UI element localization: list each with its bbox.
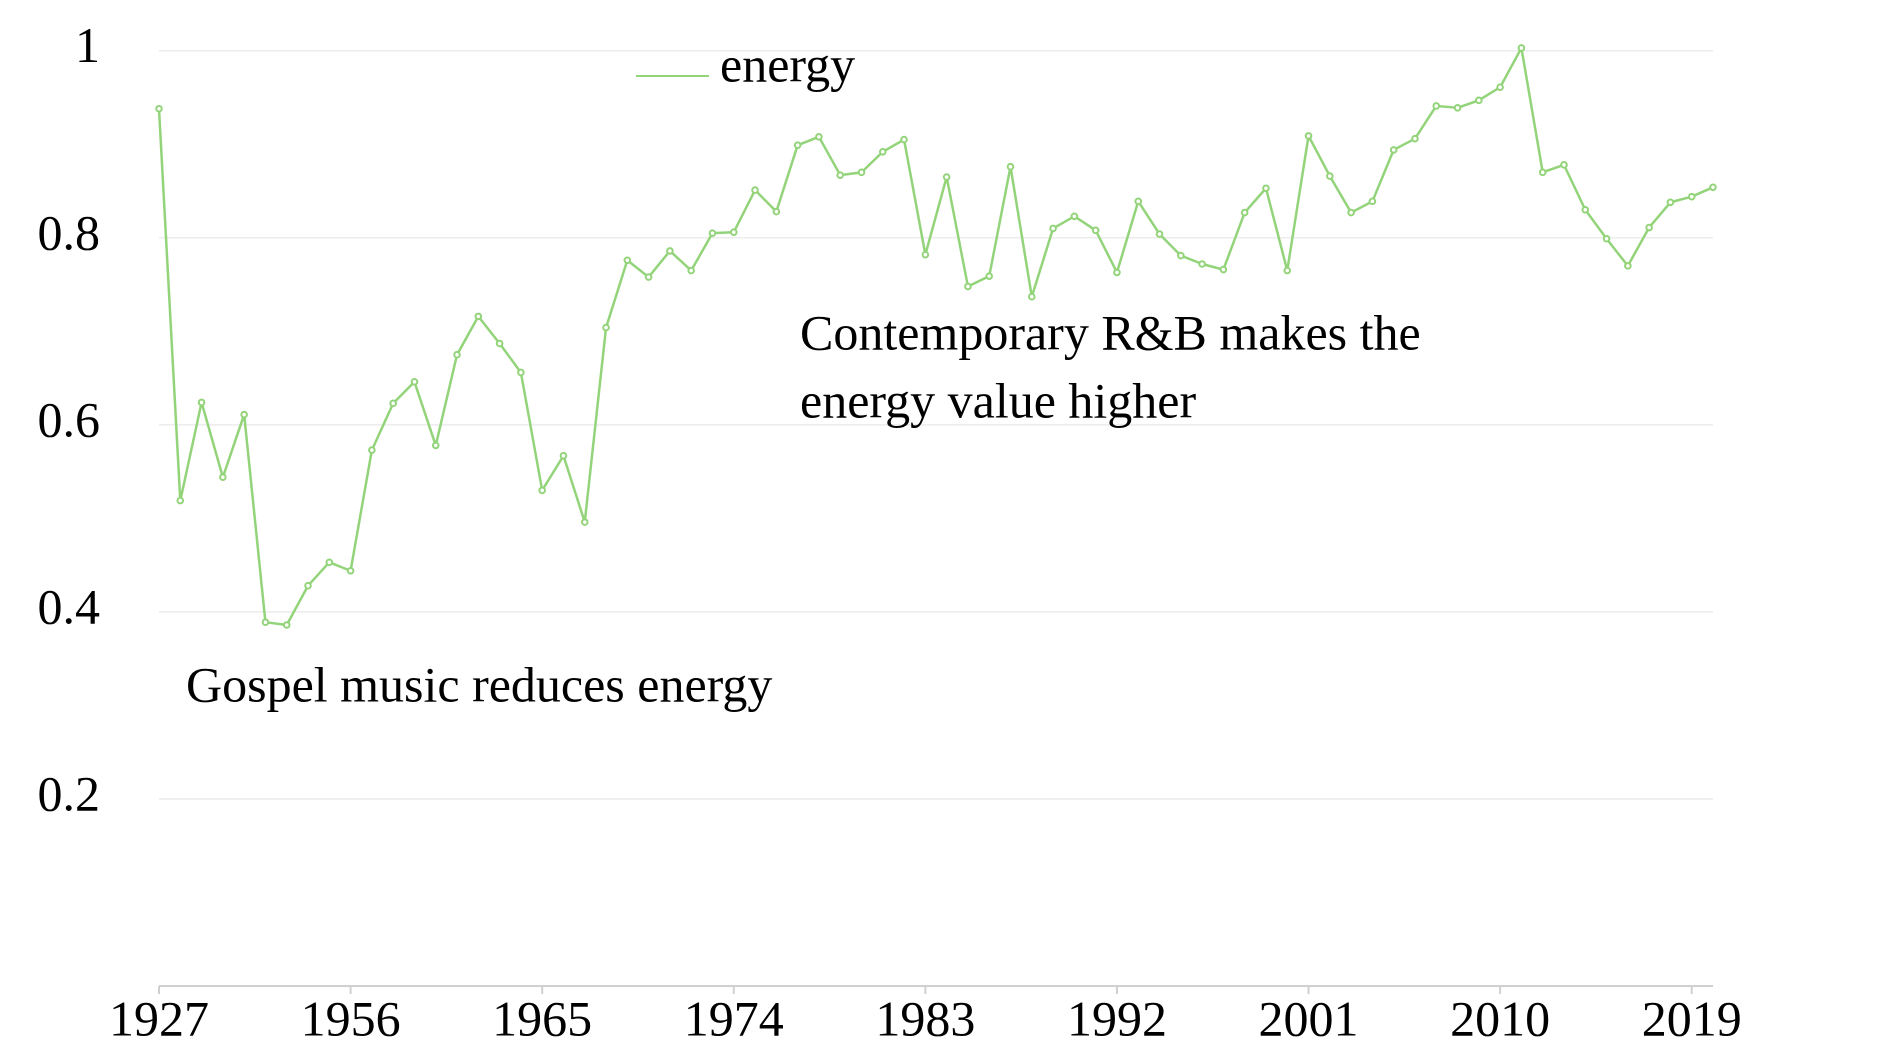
y-tick-label: 0.4: [38, 578, 101, 634]
data-point: [1304, 132, 1313, 140]
data-point: [559, 451, 568, 460]
data-point: [1560, 161, 1568, 169]
data-point: [878, 147, 887, 156]
data-point: [1687, 192, 1696, 201]
data-point: [197, 398, 206, 407]
data-point: [346, 566, 355, 575]
data-point: [495, 339, 504, 348]
data-point: [1475, 96, 1483, 105]
data-point: [708, 229, 717, 237]
data-point: [474, 312, 483, 321]
data-point: [517, 368, 525, 377]
data-point: [240, 410, 248, 419]
data-point: [1070, 212, 1079, 221]
data-point: [1538, 168, 1547, 177]
data-point: [942, 173, 951, 181]
data-point: [1049, 224, 1057, 233]
data-point: [325, 558, 334, 567]
data-point: [155, 104, 163, 113]
y-tick-label: 0.6: [38, 391, 101, 447]
x-tick-label: 1992: [1067, 990, 1167, 1046]
data-point: [836, 171, 845, 179]
data-point: [1262, 184, 1270, 193]
data-point: [282, 621, 291, 629]
y-tick-label: 0.2: [38, 765, 101, 821]
data-point: [602, 323, 610, 332]
data-point: [1240, 208, 1249, 217]
data-point: [1155, 230, 1164, 238]
legend-label: energy: [720, 36, 855, 92]
data-point: [410, 378, 419, 386]
data-point: [1368, 197, 1377, 206]
data-point: [793, 141, 802, 150]
data-point: [261, 618, 270, 626]
data-point: [1432, 102, 1441, 110]
annotation: Gospel music reduces energy: [186, 656, 772, 712]
data-point: [1283, 266, 1292, 275]
data-point: [389, 399, 397, 408]
x-tick-label: 1927: [109, 990, 209, 1046]
data-point: [666, 247, 674, 255]
data-point: [1581, 205, 1590, 214]
data-point: [857, 168, 866, 177]
data-point: [1134, 197, 1143, 206]
data-point: [900, 135, 908, 144]
data-point: [644, 273, 653, 281]
x-tick-label: 1965: [492, 990, 592, 1046]
data-point: [1177, 251, 1185, 260]
annotation: energy value higher: [800, 372, 1196, 428]
x-tick-label: 2010: [1450, 990, 1550, 1046]
data-point: [304, 581, 312, 590]
x-tick-label: 2019: [1642, 990, 1742, 1046]
x-tick-label: 1956: [301, 990, 401, 1046]
x-tick-label: 1983: [875, 990, 975, 1046]
data-point: [1347, 208, 1355, 217]
data-point: [751, 186, 759, 194]
data-point: [1219, 265, 1228, 274]
data-point: [368, 446, 376, 454]
data-point: [1602, 234, 1611, 243]
data-point: [431, 441, 440, 450]
data-point: [1326, 172, 1334, 180]
data-point: [1624, 262, 1632, 270]
data-point: [985, 272, 994, 280]
data-point: [1709, 183, 1717, 192]
data-point: [1411, 134, 1419, 143]
data-point: [219, 473, 227, 482]
data-point: [1645, 223, 1653, 232]
x-tick-label: 2001: [1259, 990, 1359, 1046]
y-tick-label: 1: [75, 17, 100, 73]
data-point: [964, 282, 972, 291]
annotation: Contemporary R&B makes the: [800, 304, 1421, 360]
data-point: [1006, 162, 1015, 171]
data-point: [815, 133, 823, 141]
data-point: [623, 256, 632, 265]
x-tick-label: 1974: [684, 990, 784, 1046]
data-point: [687, 266, 695, 275]
data-point: [1091, 226, 1100, 235]
data-point: [1113, 268, 1121, 277]
data-point: [1666, 198, 1675, 207]
data-point: [1198, 260, 1206, 268]
data-point: [453, 350, 461, 359]
data-point: [729, 228, 738, 236]
data-point: [1496, 83, 1504, 92]
data-point: [1027, 292, 1036, 301]
data-point: [921, 250, 930, 259]
data-point: [772, 207, 781, 216]
data-point: [538, 486, 546, 495]
data-point: [176, 496, 185, 505]
data-point: [1453, 104, 1462, 112]
data-point: [580, 518, 589, 526]
data-point: [1517, 44, 1526, 52]
y-tick-label: 0.8: [38, 204, 101, 260]
data-point: [1389, 146, 1398, 154]
